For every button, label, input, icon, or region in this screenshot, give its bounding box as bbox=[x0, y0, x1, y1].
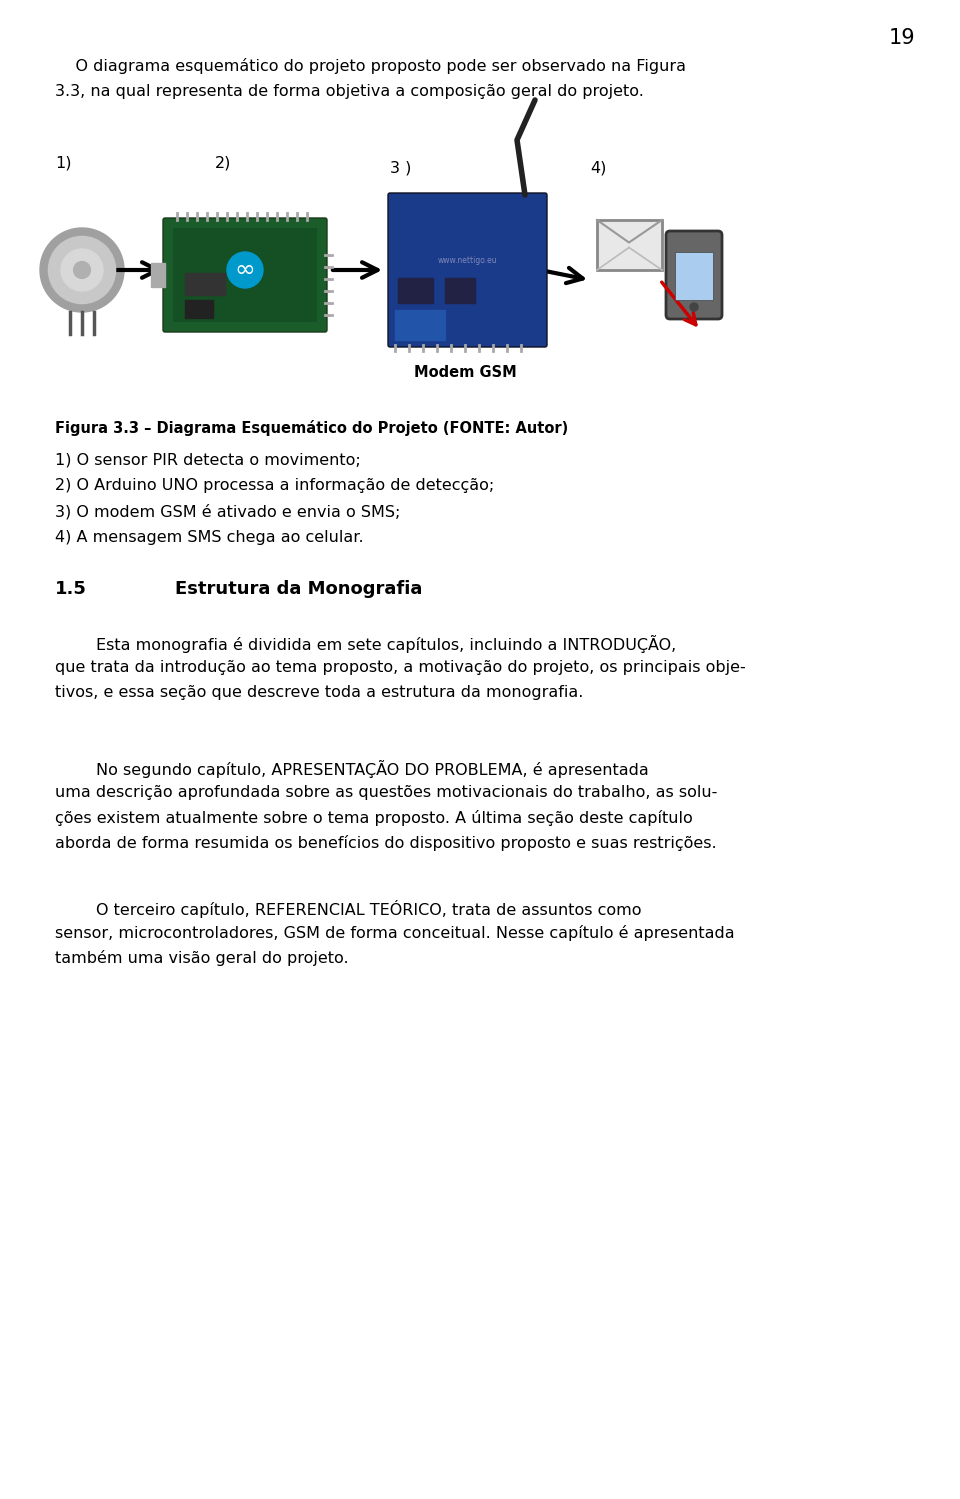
FancyBboxPatch shape bbox=[163, 217, 327, 331]
Text: Estrutura da Monografia: Estrutura da Monografia bbox=[175, 580, 422, 598]
Bar bbox=[151, 262, 165, 286]
Circle shape bbox=[48, 237, 115, 304]
Circle shape bbox=[690, 303, 698, 310]
Bar bbox=[445, 277, 475, 303]
Bar bbox=[597, 220, 662, 270]
Text: www.nettigo.eu: www.nettigo.eu bbox=[437, 255, 497, 264]
Text: Esta monografia é dividida em sete capítulos, incluindo a INTRODUÇÃO,: Esta monografia é dividida em sete capít… bbox=[55, 636, 676, 654]
Bar bbox=[398, 277, 433, 303]
Text: O terceiro capítulo, REFERENCIAL TEÓRICO, trata de assuntos como: O terceiro capítulo, REFERENCIAL TEÓRICO… bbox=[55, 899, 641, 917]
Bar bbox=[395, 310, 445, 340]
Text: tivos, e essa seção que descreve toda a estrutura da monografia.: tivos, e essa seção que descreve toda a … bbox=[55, 685, 584, 700]
Text: ∞: ∞ bbox=[234, 258, 255, 282]
Text: 3) O modem GSM é ativado e envia o SMS;: 3) O modem GSM é ativado e envia o SMS; bbox=[55, 504, 400, 520]
Text: 3 ): 3 ) bbox=[390, 160, 412, 175]
Text: 1.5: 1.5 bbox=[55, 580, 86, 598]
Text: O diagrama esquemático do projeto proposto pode ser observado na Figura: O diagrama esquemático do projeto propos… bbox=[55, 58, 686, 73]
Text: Modem GSM: Modem GSM bbox=[414, 364, 516, 381]
Text: 2): 2) bbox=[215, 154, 231, 169]
Bar bbox=[185, 300, 213, 318]
Text: 4) A mensagem SMS chega ao celular.: 4) A mensagem SMS chega ao celular. bbox=[55, 531, 364, 546]
Text: 1) O sensor PIR detecta o movimento;: 1) O sensor PIR detecta o movimento; bbox=[55, 453, 361, 468]
Text: uma descrição aprofundada sobre as questões motivacionais do trabalho, as solu-: uma descrição aprofundada sobre as quest… bbox=[55, 785, 717, 800]
FancyBboxPatch shape bbox=[666, 231, 722, 319]
Circle shape bbox=[40, 228, 124, 312]
FancyBboxPatch shape bbox=[388, 193, 547, 346]
Text: 3.3, na qual representa de forma objetiva a composição geral do projeto.: 3.3, na qual representa de forma objetiv… bbox=[55, 84, 644, 99]
Circle shape bbox=[74, 262, 90, 279]
Text: sensor, microcontroladores, GSM de forma conceitual. Nesse capítulo é apresentad: sensor, microcontroladores, GSM de forma… bbox=[55, 925, 734, 941]
Text: que trata da introdução ao tema proposto, a motivação do projeto, os principais : que trata da introdução ao tema proposto… bbox=[55, 660, 746, 675]
Circle shape bbox=[227, 252, 263, 288]
Bar bbox=[173, 228, 317, 322]
Text: Figura 3.3 – Diagrama Esquemático do Projeto (FONTE: Autor): Figura 3.3 – Diagrama Esquemático do Pro… bbox=[55, 420, 568, 436]
Text: 2) O Arduino UNO processa a informação de detecção;: 2) O Arduino UNO processa a informação d… bbox=[55, 478, 494, 493]
Text: 19: 19 bbox=[888, 28, 915, 48]
Bar bbox=[185, 273, 225, 295]
Text: ções existem atualmente sobre o tema proposto. A última seção deste capítulo: ções existem atualmente sobre o tema pro… bbox=[55, 809, 693, 826]
Text: também uma visão geral do projeto.: também uma visão geral do projeto. bbox=[55, 950, 348, 965]
Text: aborda de forma resumida os benefícios do dispositivo proposto e suas restrições: aborda de forma resumida os benefícios d… bbox=[55, 835, 716, 851]
Bar bbox=[675, 252, 713, 300]
Text: No segundo capítulo, APRESENTAÇÃO DO PROBLEMA, é apresentada: No segundo capítulo, APRESENTAÇÃO DO PRO… bbox=[55, 760, 649, 778]
Text: 4): 4) bbox=[590, 160, 607, 175]
Circle shape bbox=[61, 249, 103, 291]
Text: 1): 1) bbox=[55, 154, 71, 169]
